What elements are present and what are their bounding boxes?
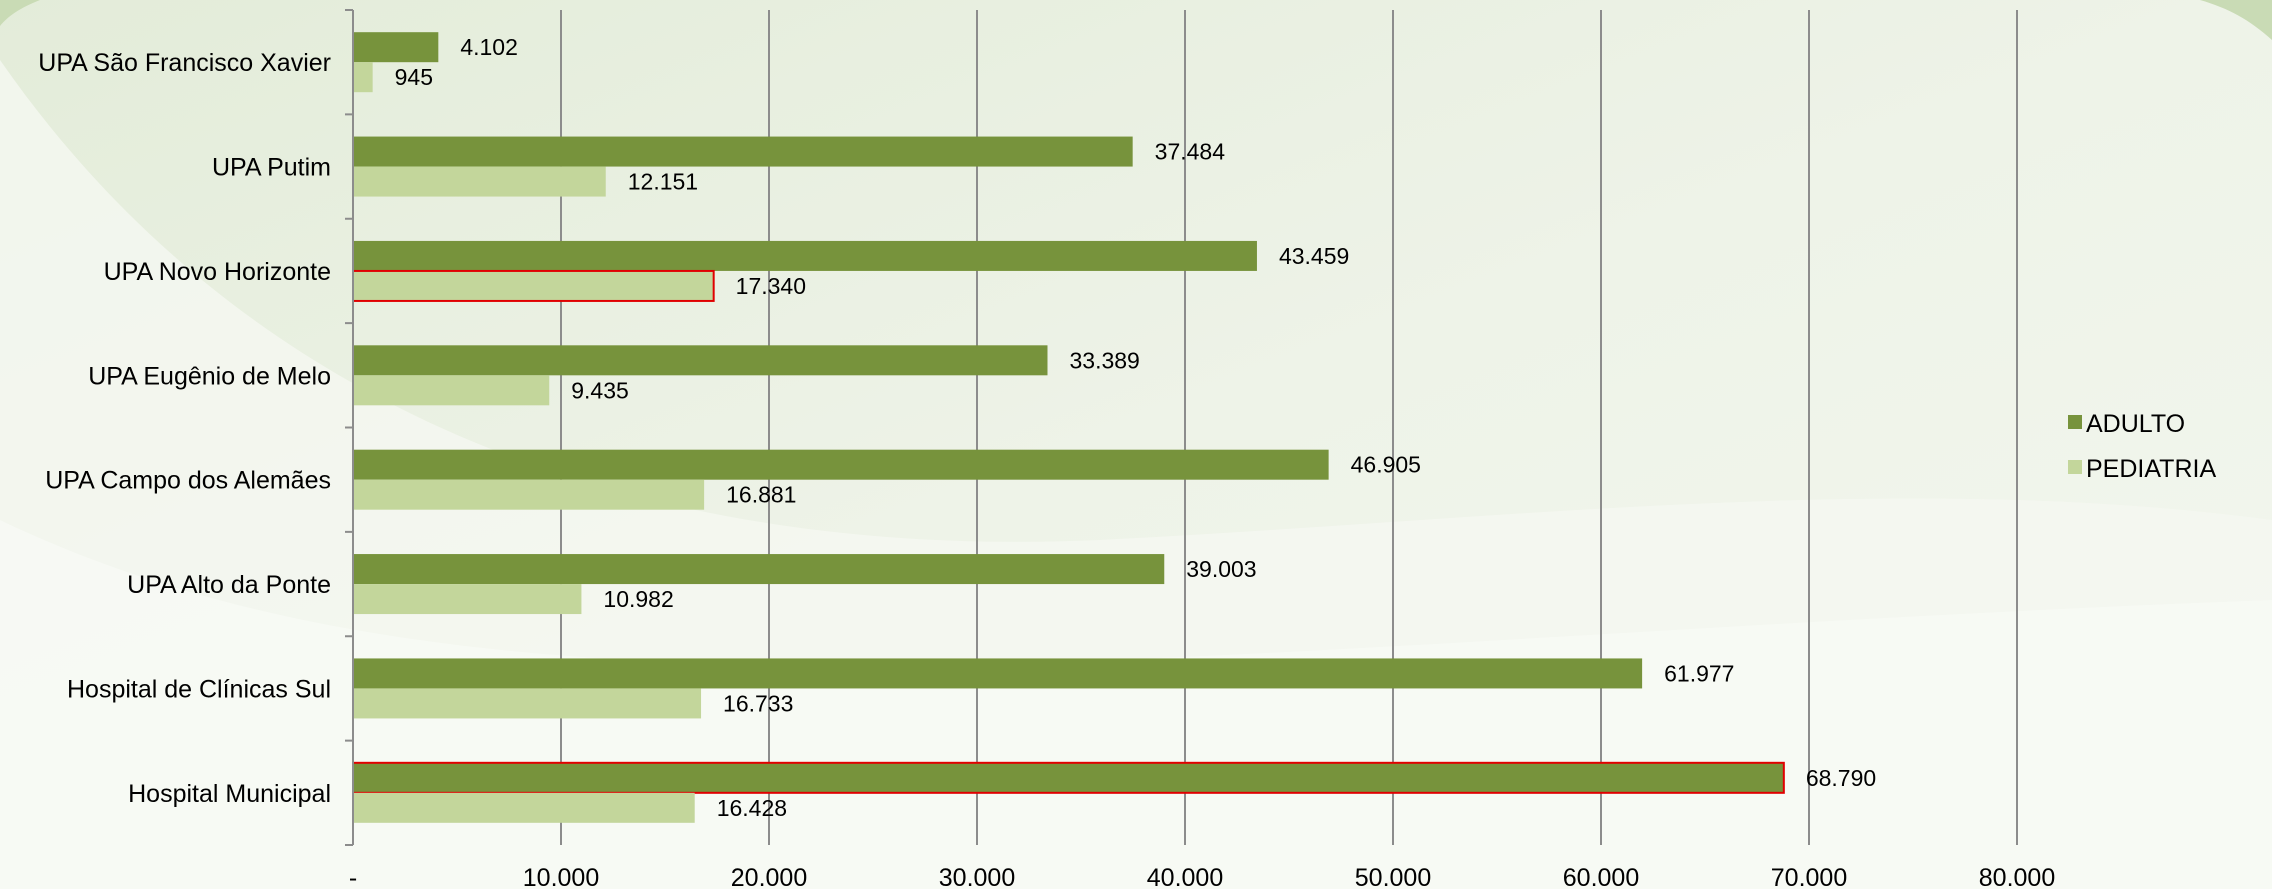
legend-swatch-adulto xyxy=(2068,415,2082,429)
x-tick-label-80000: 80.000 xyxy=(1979,864,2055,889)
category-label-hospital-municipal: Hospital Municipal xyxy=(128,780,331,808)
value-label-pediatria-upa-alto-da-ponte: 10.982 xyxy=(603,586,673,612)
bar-pediatria-upa-putim xyxy=(353,166,606,197)
x-tick-labels: - 10.000 20.000 30.000 40.000 50.000 60.000 70.… xyxy=(349,864,2055,889)
bar-adulto-upa-putim xyxy=(353,136,1133,167)
category-axis xyxy=(345,9,354,846)
bar-pediatria-upa-alto-da-ponte xyxy=(353,584,582,615)
x-tick-label-10000: 10.000 xyxy=(523,864,599,889)
x-tick-label-60000: 60.000 xyxy=(1563,864,1639,889)
category-label-upa-sao-francisco-xavier: UPA São Francisco Xavier xyxy=(38,49,331,77)
value-label-pediatria-upa-sao-francisco-xavier: 945 xyxy=(395,64,433,90)
bar-adulto-upa-alto-da-ponte xyxy=(353,554,1165,585)
value-label-pediatria-hospital-de-clinicas-sul: 16.733 xyxy=(723,690,793,716)
value-label-adulto-upa-novo-horizonte: 43.459 xyxy=(1279,243,1349,269)
value-label-adulto-hospital-de-clinicas-sul: 61.977 xyxy=(1664,660,1734,686)
legend: ADULTO PEDIATRIA xyxy=(2068,410,2216,483)
bar-adulto-hospital-de-clinicas-sul xyxy=(353,658,1643,689)
bar-adulto-upa-eugenio-de-melo xyxy=(353,345,1048,376)
bar-adulto-hospital-municipal xyxy=(352,761,1785,794)
value-label-adulto-hospital-municipal: 68.790 xyxy=(1806,765,1876,791)
category-label-upa-putim: UPA Putim xyxy=(212,154,331,182)
gridlines xyxy=(560,10,2018,845)
bar-pediatria-upa-campo-dos-alemaes xyxy=(353,479,705,510)
value-label-adulto-upa-putim: 37.484 xyxy=(1155,139,1226,165)
bar-pediatria-upa-eugenio-de-melo xyxy=(353,375,550,406)
x-tick-label-20000: 20.000 xyxy=(731,864,807,889)
bars xyxy=(352,32,1785,823)
bar-pediatria-hospital-municipal xyxy=(353,792,695,823)
x-tick-label-30000: 30.000 xyxy=(939,864,1015,889)
bar-pediatria-hospital-de-clinicas-sul xyxy=(353,688,702,719)
value-labels: 4.102 945 37.484 12.151 43.459 17.340 33.389 9.… xyxy=(395,34,1877,821)
category-label-upa-novo-horizonte: UPA Novo Horizonte xyxy=(104,258,331,286)
bar-pediatria-upa-novo-horizonte xyxy=(352,269,715,302)
x-tick-label-40000: 40.000 xyxy=(1147,864,1223,889)
category-label-upa-alto-da-ponte: UPA Alto da Ponte xyxy=(127,571,331,599)
category-label-hospital-de-clinicas-sul: Hospital de Clínicas Sul xyxy=(67,675,331,703)
value-label-pediatria-upa-putim: 12.151 xyxy=(628,169,698,195)
category-label-upa-campo-dos-alemaes: UPA Campo dos Alemães xyxy=(45,467,331,495)
x-tick-label-50000: 50.000 xyxy=(1355,864,1431,889)
category-label-upa-eugenio-de-melo: UPA Eugênio de Melo xyxy=(88,362,331,390)
bar-adulto-upa-sao-francisco-xavier xyxy=(353,32,439,63)
legend-label-adulto: ADULTO xyxy=(2086,410,2185,438)
value-label-adulto-upa-campo-dos-alemaes: 46.905 xyxy=(1351,452,1421,478)
value-label-pediatria-upa-novo-horizonte: 17.340 xyxy=(736,273,806,299)
bar-adulto-upa-novo-horizonte xyxy=(353,240,1257,271)
value-label-pediatria-upa-campo-dos-alemaes: 16.881 xyxy=(726,482,796,508)
x-tick-label-0: - xyxy=(349,864,357,889)
bar-pediatria-upa-sao-francisco-xavier xyxy=(353,62,373,93)
legend-swatch-pediatria xyxy=(2068,460,2082,474)
value-label-adulto-upa-eugenio-de-melo: 33.389 xyxy=(1069,347,1139,373)
x-tick-label-70000: 70.000 xyxy=(1771,864,1847,889)
category-labels: UPA São Francisco Xavier UPA Putim UPA Nov… xyxy=(38,49,331,808)
value-label-adulto-upa-alto-da-ponte: 39.003 xyxy=(1186,556,1256,582)
bar-adulto-upa-campo-dos-alemaes xyxy=(353,449,1329,480)
legend-label-pediatria: PEDIATRIA xyxy=(2086,455,2216,483)
value-label-adulto-upa-sao-francisco-xavier: 4.102 xyxy=(460,34,518,60)
value-label-pediatria-upa-eugenio-de-melo: 9.435 xyxy=(571,377,629,403)
value-label-pediatria-hospital-municipal: 16.428 xyxy=(717,795,787,821)
